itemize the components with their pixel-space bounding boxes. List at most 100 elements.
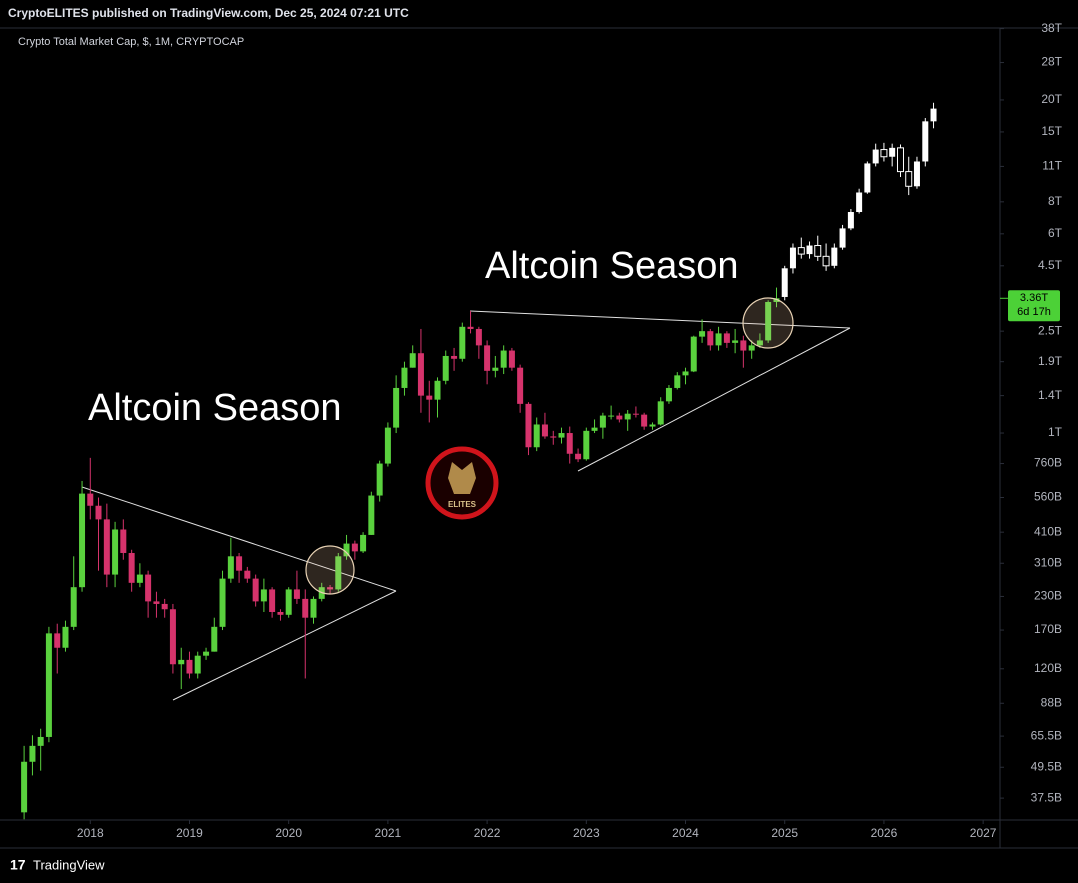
candle-body [103, 519, 110, 575]
y-tick-label: 1.9T [1038, 354, 1063, 368]
candle-body [70, 587, 77, 627]
candle-body [169, 609, 176, 665]
y-tick-label: 88B [1041, 695, 1062, 709]
candle-body [740, 340, 747, 351]
candle-body [533, 424, 540, 448]
candle-body [806, 245, 813, 255]
candle-body [814, 245, 822, 257]
candle-body [426, 395, 433, 400]
candle-body [756, 340, 763, 346]
x-tick-label: 2020 [275, 826, 302, 840]
y-tick-label: 760B [1034, 456, 1062, 470]
x-tick-label: 2018 [77, 826, 104, 840]
candle-body [872, 149, 879, 164]
x-tick-label: 2022 [474, 826, 501, 840]
x-tick-label: 2019 [176, 826, 203, 840]
y-tick-label: 4.5T [1038, 258, 1063, 272]
candle-body [641, 414, 648, 427]
candle-body [153, 601, 160, 604]
y-tick-label: 120B [1034, 661, 1062, 675]
footer: 17 TradingView [10, 857, 105, 873]
candle-body [302, 598, 309, 618]
candles [21, 102, 937, 820]
trendline [172, 590, 397, 701]
logo-icon [448, 462, 476, 494]
candle-body [541, 424, 548, 437]
candle-body [847, 212, 854, 229]
candle-body [178, 659, 185, 665]
candle-body [459, 326, 466, 359]
annotation: Altcoin Season [88, 387, 342, 429]
y-tick-label: 1T [1048, 425, 1063, 439]
candle-body [376, 463, 383, 496]
candle-body [327, 587, 334, 590]
candle-body [624, 413, 631, 420]
candle-body [393, 387, 400, 428]
candle-body [896, 147, 904, 173]
x-tick-label: 2026 [871, 826, 898, 840]
publisher-line: CryptoELITES published on TradingView.co… [8, 6, 409, 20]
candle-body [500, 350, 507, 368]
candle-body [797, 247, 805, 255]
y-tick-label: 37.5B [1031, 790, 1062, 804]
y-tick-label: 1.4T [1038, 388, 1063, 402]
y-tick-label: 11T [1042, 159, 1062, 173]
candle-body [310, 598, 317, 618]
last-price-label: 3.36T [1020, 292, 1048, 304]
y-tick-label: 15T [1041, 124, 1062, 138]
candle-body [913, 161, 920, 187]
candle-body [632, 413, 639, 415]
candle-body [732, 340, 739, 343]
candle-body [550, 436, 557, 438]
candle-body [492, 367, 499, 371]
candle-body [417, 353, 424, 396]
y-tick-label: 170B [1034, 622, 1062, 636]
candle-body [260, 589, 267, 602]
axes: 37.5B 49.5B 65.5B 88B 120B 170B 230B 310B 410B 56… [77, 21, 1063, 840]
candle-body [277, 611, 284, 615]
candle-body [351, 543, 358, 552]
candle-body [508, 350, 515, 368]
candle-body [682, 371, 689, 376]
candle-body [211, 626, 218, 652]
candle-body [120, 529, 127, 553]
candle-body [145, 574, 152, 602]
last-price: 3.36T 6d 17h [1000, 290, 1060, 322]
candle-body [293, 589, 300, 599]
candle-body [558, 433, 565, 438]
footer-text: TradingView [33, 857, 105, 872]
candle-body [79, 493, 86, 588]
candle-body [822, 255, 830, 267]
candle-body [62, 626, 69, 648]
candle-body [864, 163, 871, 193]
x-tick-label: 2025 [771, 826, 798, 840]
x-tick-label: 2021 [375, 826, 402, 840]
candle-body [467, 326, 474, 329]
y-tick-label: 310B [1034, 555, 1062, 569]
y-tick-label: 20T [1041, 92, 1062, 106]
x-tick-label: 2027 [970, 826, 997, 840]
symbol-title: Crypto Total Market Cap, $, 1M, CRYPTOCA… [18, 36, 244, 48]
last-price-box [1008, 290, 1060, 322]
candle-body [244, 570, 251, 579]
candle-body [194, 655, 201, 674]
candle-body [748, 345, 755, 351]
candle-body [368, 495, 375, 535]
candle-body [591, 427, 598, 431]
y-tick-label: 2.5T [1038, 323, 1063, 337]
y-tick-label: 28T [1041, 55, 1062, 69]
candle-body [517, 367, 524, 404]
candle-body [599, 415, 606, 428]
candle-body [525, 403, 532, 448]
candle-body [707, 331, 714, 346]
candle-body [699, 331, 706, 337]
candle-body [360, 534, 367, 552]
candle-body [136, 574, 143, 583]
y-tick-label: 6T [1048, 226, 1063, 240]
candle-body [29, 745, 36, 762]
candle-body [475, 328, 482, 346]
y-tick-label: 49.5B [1031, 759, 1062, 773]
candle-body [442, 355, 449, 381]
candle-body [765, 301, 772, 341]
candle-body [649, 424, 656, 427]
